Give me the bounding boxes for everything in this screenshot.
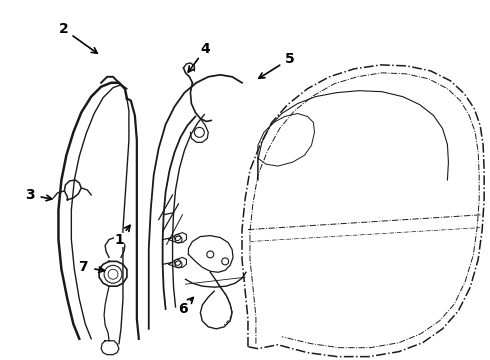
Text: 4: 4 — [200, 42, 210, 56]
Text: 3: 3 — [25, 188, 34, 202]
Text: 2: 2 — [58, 22, 68, 36]
Text: 7: 7 — [78, 260, 88, 274]
Text: 5: 5 — [285, 52, 294, 66]
Text: 6: 6 — [178, 302, 187, 316]
Text: 1: 1 — [114, 233, 124, 247]
